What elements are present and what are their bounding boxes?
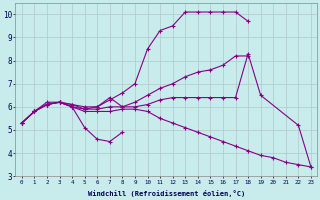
X-axis label: Windchill (Refroidissement éolien,°C): Windchill (Refroidissement éolien,°C): [88, 190, 245, 197]
